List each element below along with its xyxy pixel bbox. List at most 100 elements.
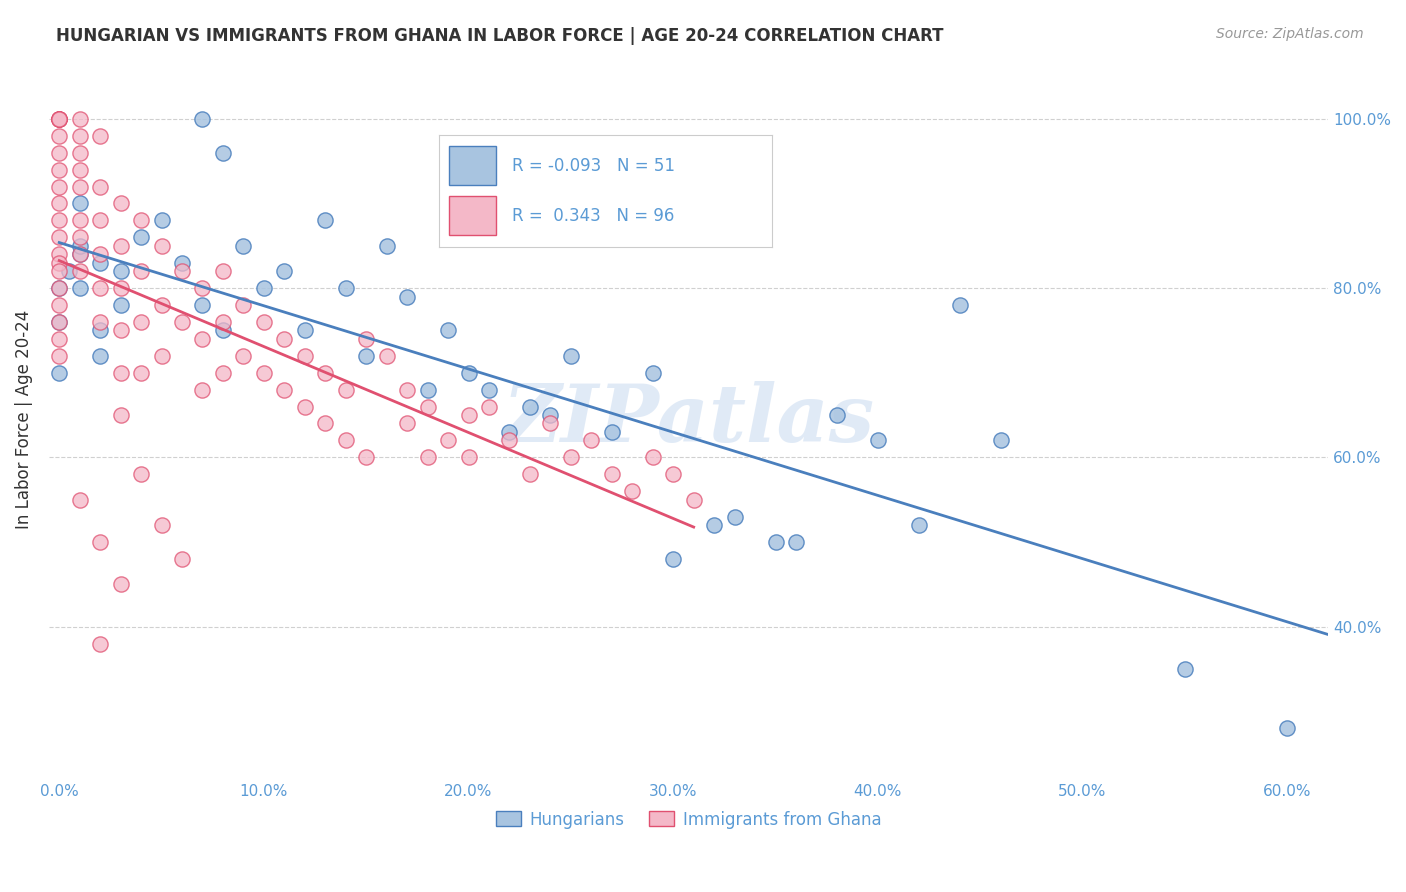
Point [48, 230, 70, 244]
Text: ZIPatlas: ZIPatlas [502, 381, 875, 458]
Point [69, 112, 91, 126]
Point [560, 450, 582, 465]
Point [69, 128, 91, 143]
Point [129, 467, 152, 482]
Point [69, 162, 91, 177]
Point [191, 332, 214, 346]
Point [48, 112, 70, 126]
Point [478, 383, 501, 397]
Point [416, 400, 439, 414]
Point [212, 315, 235, 329]
Point [48, 315, 70, 329]
Point [396, 383, 419, 397]
Point [335, 281, 357, 295]
Point [89, 535, 111, 549]
Point [396, 289, 419, 303]
Point [354, 332, 377, 346]
Point [69, 196, 91, 211]
Point [314, 213, 336, 227]
Point [58, 264, 80, 278]
Point [150, 518, 173, 533]
Point [232, 349, 254, 363]
Point [89, 315, 111, 329]
Point [89, 179, 111, 194]
Point [1174, 662, 1197, 676]
Point [191, 383, 214, 397]
Point [48, 315, 70, 329]
Point [437, 434, 460, 448]
Point [212, 366, 235, 380]
Point [538, 417, 561, 431]
Point [48, 145, 70, 160]
Point [621, 484, 644, 499]
Point [354, 450, 377, 465]
Point [703, 518, 725, 533]
Point [48, 349, 70, 363]
Point [110, 298, 132, 312]
Point [457, 408, 479, 422]
Point [785, 535, 807, 549]
Point [232, 298, 254, 312]
Point [150, 213, 173, 227]
Point [294, 349, 316, 363]
Point [89, 281, 111, 295]
Point [48, 112, 70, 126]
Point [89, 636, 111, 650]
Point [478, 400, 501, 414]
Point [110, 408, 132, 422]
Point [662, 552, 685, 566]
Point [212, 264, 235, 278]
Point [69, 281, 91, 295]
Point [335, 383, 357, 397]
Point [170, 256, 193, 270]
Point [253, 281, 276, 295]
Point [253, 315, 276, 329]
Point [538, 408, 561, 422]
Point [89, 323, 111, 337]
Point [48, 298, 70, 312]
Point [48, 281, 70, 295]
Point [314, 366, 336, 380]
Point [273, 264, 295, 278]
Point [110, 366, 132, 380]
Point [48, 128, 70, 143]
Point [662, 467, 685, 482]
Point [69, 247, 91, 261]
Point [641, 366, 664, 380]
Point [354, 349, 377, 363]
Point [69, 239, 91, 253]
Point [69, 145, 91, 160]
Y-axis label: In Labor Force | Age 20-24: In Labor Force | Age 20-24 [15, 310, 32, 529]
Point [129, 315, 152, 329]
Point [232, 239, 254, 253]
Point [129, 366, 152, 380]
Point [69, 247, 91, 261]
Point [89, 256, 111, 270]
Text: Source: ZipAtlas.com: Source: ZipAtlas.com [1216, 27, 1364, 41]
Point [519, 467, 541, 482]
Point [866, 434, 889, 448]
Point [150, 239, 173, 253]
Point [48, 256, 70, 270]
Point [69, 492, 91, 507]
Point [48, 112, 70, 126]
Point [314, 417, 336, 431]
Point [1277, 721, 1299, 735]
Point [170, 552, 193, 566]
Point [498, 425, 520, 439]
Point [89, 247, 111, 261]
Point [170, 315, 193, 329]
Point [69, 213, 91, 227]
Point [437, 323, 460, 337]
Point [48, 179, 70, 194]
Point [907, 518, 929, 533]
Point [375, 349, 398, 363]
Point [191, 112, 214, 126]
Point [69, 230, 91, 244]
Point [150, 349, 173, 363]
Point [191, 281, 214, 295]
Point [48, 112, 70, 126]
Point [89, 128, 111, 143]
Point [519, 400, 541, 414]
Point [375, 239, 398, 253]
